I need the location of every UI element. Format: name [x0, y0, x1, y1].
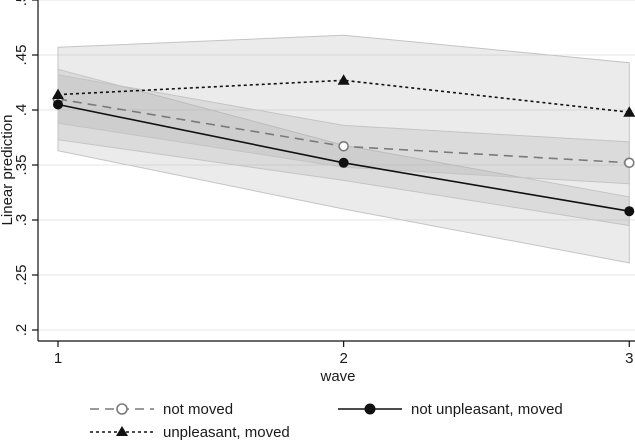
legend-marker-not-unpleasant-moved	[364, 403, 376, 415]
x-tick-label: 1	[54, 350, 62, 367]
legend-item-not-moved: not moved	[90, 401, 233, 418]
data-point-not-unpleasant-moved	[338, 157, 349, 168]
data-point-not-unpleasant-moved	[52, 99, 63, 110]
y-tick-label: .4	[13, 104, 30, 117]
legend: not moved not unpleasant, moved unpleasa…	[90, 401, 563, 441]
y-tick-label: .5	[13, 0, 30, 6]
data-point-not-moved	[623, 157, 635, 169]
y-tick-label: .25	[13, 265, 30, 286]
data-point-unpleasant-moved	[623, 106, 635, 117]
y-tick-label: .35	[13, 155, 30, 176]
y-axis-ticks: .2 .25 .3 .35 .4 .45 .5	[13, 0, 38, 336]
data-point-unpleasant-moved	[51, 88, 64, 100]
data-point-not-unpleasant-moved	[624, 206, 635, 217]
grid-lines	[38, 0, 635, 331]
legend-label-not-moved: not moved	[163, 401, 233, 418]
legend-item-unpleasant-moved: unpleasant, moved	[90, 424, 290, 441]
y-tick-label: .2	[13, 324, 30, 337]
x-tick-label: 2	[339, 350, 347, 367]
x-tick-label: 3	[625, 350, 633, 367]
y-tick-label: .45	[13, 45, 30, 66]
ci-band-not-moved	[57, 74, 630, 185]
y-axis-title: Linear prediction	[0, 115, 16, 226]
legend-marker-unpleasant-moved	[116, 426, 128, 436]
legend-label-unpleasant-moved: unpleasant, moved	[163, 424, 290, 441]
x-axis-title: wave	[319, 368, 355, 385]
legend-label-not-unpleasant-moved: not unpleasant, moved	[411, 401, 563, 418]
data-point-not-moved	[338, 141, 349, 152]
y-tick-label: .3	[13, 214, 30, 227]
axes	[37, 0, 635, 342]
x-axis-ticks: 1 2 3	[54, 341, 633, 367]
legend-marker-not-moved	[116, 403, 128, 415]
data-point-unpleasant-moved	[337, 74, 350, 85]
legend-item-not-unpleasant-moved: not unpleasant, moved	[338, 401, 563, 418]
series-markers	[51, 74, 635, 217]
